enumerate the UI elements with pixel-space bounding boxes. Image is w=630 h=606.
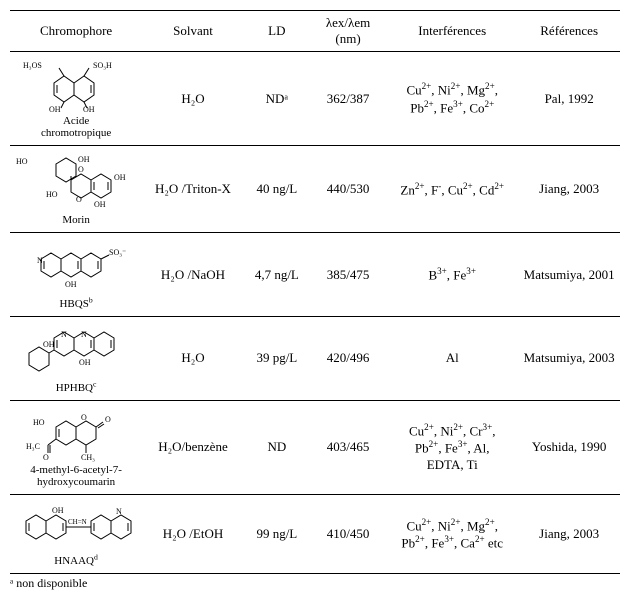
svg-text:N: N [61,330,67,339]
table-body: H₃OS SO₃H OH OH Acidechromotropique H₂O … [10,52,620,574]
svg-text:N: N [81,330,87,339]
table-row: HO OH OH OH HO O O Morin H₂O /Triton-X 4… [10,146,620,233]
solvant-cell: H₂O/benzène [142,400,244,494]
chromophore-cell: H₃OS SO₃H OH OH Acidechromotropique [10,52,142,146]
table-row: N OH SO₃⁻ HBQSb H₂O /NaOH 4,7 ng/L 385/4… [10,233,620,317]
svg-text:SO₃H: SO₃H [93,61,112,70]
svg-text:HO: HO [16,157,28,166]
reference-cell: Yoshida, 1990 [518,400,620,494]
structure-morin: HO OH OH OH HO O O [16,152,136,212]
reference-cell: Jiang, 2003 [518,494,620,573]
structure-hbqs: N OH SO₃⁻ [21,239,131,294]
table-row: HO O O O H₃C CH₃ 4-methyl-6-acetyl-7-hyd… [10,400,620,494]
wavelength-cell: 385/475 [310,233,386,317]
svg-text:OH: OH [94,200,106,209]
solvant-cell: H₂O [142,52,244,146]
table-row: H₃OS SO₃H OH OH Acidechromotropique H₂O … [10,52,620,146]
svg-text:SO₃⁻: SO₃⁻ [109,248,126,257]
interferences-cell: Al [386,317,518,401]
footnote: ᵃ non disponible [10,574,620,591]
structure-acide-chromotropique: H₃OS SO₃H OH OH [21,58,131,113]
solvant-cell: H₂O [142,317,244,401]
svg-text:N: N [37,256,43,265]
interferences-cell: Cu2+, Ni2+, Mg2+,Pb2+, Fe3+, Ca2+ etc [386,494,518,573]
svg-text:H₃OS: H₃OS [23,61,42,70]
wavelength-label: λex/λem [326,15,370,30]
reference-cell: Matsumiya, 2003 [518,317,620,401]
chromophore-cell: HO O O O H₃C CH₃ 4-methyl-6-acetyl-7-hyd… [10,400,142,494]
wavelength-cell: 440/530 [310,146,386,233]
chromophore-cell: OH CH=N N HNAAQd [10,494,142,573]
ld-cell: 4,7 ng/L [244,233,310,317]
chromophore-name: HNAAQd [54,555,98,567]
wavelength-cell: 410/450 [310,494,386,573]
chromophore-name: 4-methyl-6-acetyl-7-hydroxycoumarin [30,464,122,488]
col-references: Références [518,11,620,52]
reference-cell: Pal, 1992 [518,52,620,146]
reference-cell: Jiang, 2003 [518,146,620,233]
wavelength-cell: 403/465 [310,400,386,494]
col-solvant: Solvant [142,11,244,52]
ld-cell: 39 pg/L [244,317,310,401]
svg-text:OH: OH [49,105,61,113]
interferences-cell: Cu2+, Ni2+, Cr3+,Pb2+, Fe3+, Al,EDTA, Ti [386,400,518,494]
svg-text:OH: OH [78,155,90,164]
chromophore-table: Chromophore Solvant LD λex/λem (nm) Inte… [10,10,620,574]
ld-cell: 99 ng/L [244,494,310,573]
solvant-cell: H₂O /NaOH [142,233,244,317]
reference-cell: Matsumiya, 2001 [518,233,620,317]
svg-text:OH: OH [43,340,55,349]
svg-text:O: O [43,453,49,462]
structure-hphbq: N N OH OH [19,323,134,378]
solvant-cell: H₂O /EtOH [142,494,244,573]
wavelength-cell: 362/387 [310,52,386,146]
chromophore-name: Acidechromotropique [41,115,111,139]
chromophore-name: Morin [62,214,90,226]
ld-cell: ND [244,400,310,494]
ld-cell: 40 ng/L [244,146,310,233]
svg-text:O: O [76,195,82,204]
solvant-cell: H₂O /Triton-X [142,146,244,233]
svg-text:CH₃: CH₃ [81,453,95,462]
svg-text:OH: OH [52,506,64,515]
svg-text:HO: HO [33,418,45,427]
svg-text:OH: OH [79,358,91,367]
svg-text:OH: OH [83,105,95,113]
structure-hydroxycoumarin: HO O O O H₃C CH₃ [21,407,131,462]
chromophore-name: HBQSb [59,298,92,310]
col-interferences: Interférences [386,11,518,52]
svg-text:N: N [116,507,122,516]
structure-hnaaq: OH CH=N N [16,501,136,551]
chromophore-cell: N OH SO₃⁻ HBQSb [10,233,142,317]
svg-text:O: O [78,165,84,174]
svg-text:OH: OH [65,280,77,289]
chromophore-cell: HO OH OH OH HO O O Morin [10,146,142,233]
svg-text:CH=N: CH=N [68,518,87,526]
svg-text:HO: HO [46,190,58,199]
svg-text:H₃C: H₃C [26,442,40,451]
chromophore-name: HPHBQc [56,382,97,394]
interferences-cell: Cu2+, Ni2+, Mg2+,Pb2+, Fe3+, Co2+ [386,52,518,146]
chromophore-cell: N N OH OH HPHBQc [10,317,142,401]
wavelength-unit: (nm) [335,31,360,46]
table-header-row: Chromophore Solvant LD λex/λem (nm) Inte… [10,11,620,52]
ld-cell: NDᵃ [244,52,310,146]
svg-text:O: O [81,413,87,422]
wavelength-cell: 420/496 [310,317,386,401]
svg-text:O: O [105,415,111,424]
table-row: N N OH OH HPHBQc H₂O 39 pg/L 420/496 Al … [10,317,620,401]
col-ld: LD [244,11,310,52]
col-chromophore: Chromophore [10,11,142,52]
table-row: OH CH=N N HNAAQd H₂O /EtOH 99 ng/L 410/4… [10,494,620,573]
col-wavelength: λex/λem (nm) [310,11,386,52]
interferences-cell: Zn2+, F-, Cu2+, Cd2+ [386,146,518,233]
svg-text:OH: OH [114,173,126,182]
interferences-cell: B3+, Fe3+ [386,233,518,317]
